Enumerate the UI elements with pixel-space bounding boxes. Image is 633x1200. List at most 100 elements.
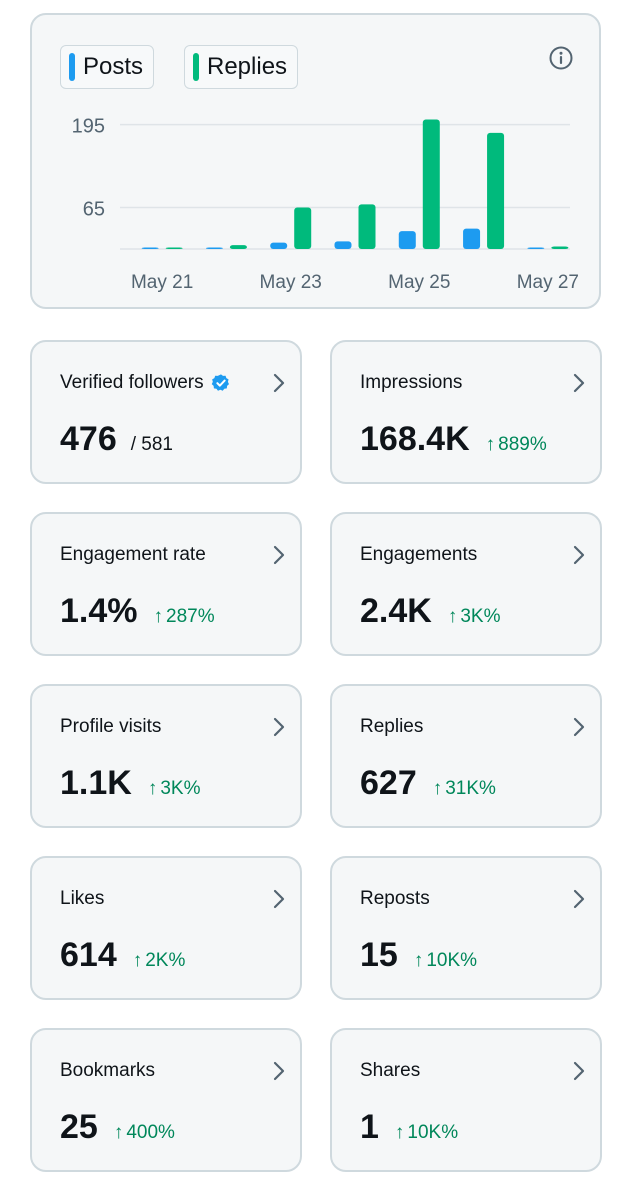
stat-card-impressions[interactable]: Impressions 168.4K ↑ 889% (330, 340, 602, 484)
stat-value-row: 614 ↑ 2K% (60, 936, 185, 975)
legend-posts[interactable]: Posts (60, 45, 155, 89)
stat-label: Reposts (360, 888, 430, 909)
stat-value-row: 1.4% ↑ 287% (60, 592, 215, 631)
legend-replies[interactable]: Replies (184, 45, 299, 89)
chevron-right-icon[interactable] (272, 888, 286, 910)
chevron-right-icon[interactable] (272, 716, 286, 738)
stat-value: 2.4K (360, 592, 432, 630)
arrow-up-icon: ↑ (413, 950, 424, 971)
legend-replies-label: Replies (207, 53, 288, 80)
stat-card-replies[interactable]: Replies 627 ↑ 31K% (330, 684, 602, 828)
replies-swatch (193, 53, 199, 81)
stat-card-bookmarks[interactable]: Bookmarks 25 ↑ 400% (30, 1028, 302, 1172)
chevron-right-icon[interactable] (272, 1060, 286, 1082)
y-tick-label: 65 (83, 199, 105, 221)
stat-value-row: 25 ↑ 400% (60, 1108, 175, 1147)
stat-value: 168.4K (360, 420, 470, 458)
chevron-right-icon[interactable] (272, 544, 286, 566)
stat-card-engagements[interactable]: Engagements 2.4K ↑ 3K% (330, 512, 602, 656)
bar-posts (463, 228, 481, 249)
stat-label: Likes (60, 888, 105, 909)
stat-label-row: Engagements (360, 544, 477, 566)
x-tick-label: May 27 (517, 272, 579, 293)
stat-change-value: 2K% (145, 950, 186, 971)
stat-card-verified-followers[interactable]: Verified followers 476 / 581 (30, 340, 302, 484)
x-tick-label: May 23 (260, 272, 322, 293)
stat-label-row: Impressions (360, 372, 462, 394)
bar-replies (165, 247, 183, 249)
stat-change-value: 10K% (426, 950, 478, 971)
verified-badge-icon (211, 374, 229, 391)
chevron-right-icon[interactable] (572, 372, 586, 394)
stat-change-value: 10K% (407, 1122, 459, 1143)
stat-value-row: 627 ↑ 31K% (360, 764, 496, 803)
stat-label-row: Profile visits (60, 716, 161, 738)
stat-label: Engagements (360, 544, 478, 565)
bar-posts (334, 241, 352, 249)
stat-value: 627 (360, 764, 417, 802)
stat-change-value: 287% (166, 606, 215, 627)
stat-value: 1.1K (60, 764, 132, 802)
bar-posts (270, 242, 288, 249)
stat-card-profile-visits[interactable]: Profile visits 1.1K ↑ 3K% (30, 684, 302, 828)
stat-label-row: Likes (60, 888, 104, 910)
arrow-up-icon: ↑ (394, 1122, 405, 1143)
stat-label: Bookmarks (60, 1060, 156, 1081)
y-tick-label: 195 (72, 116, 105, 138)
stat-label-row: Engagement rate (60, 544, 206, 566)
stat-change: ↑ 2K% (133, 950, 186, 972)
stat-label: Verified followers (60, 372, 204, 393)
chevron-right-icon[interactable] (572, 544, 586, 566)
info-icon[interactable] (548, 45, 574, 71)
stat-value: 15 (360, 936, 398, 974)
stat-label: Profile visits (60, 716, 162, 737)
chevron-right-icon[interactable] (572, 888, 586, 910)
stat-total: / 581 (130, 434, 173, 455)
legend-posts-label: Posts (83, 53, 144, 80)
x-tick-label: May 21 (131, 272, 193, 293)
stat-label-row: Shares (360, 1060, 420, 1082)
stat-change-value: 889% (498, 434, 547, 455)
arrow-up-icon: ↑ (447, 606, 458, 627)
stat-change-value: 3K% (160, 778, 201, 799)
arrow-up-icon: ↑ (113, 1122, 124, 1143)
stat-change: ↑ 3K% (448, 606, 501, 628)
stat-label-row: Reposts (360, 888, 430, 910)
stat-value: 1 (360, 1108, 379, 1146)
arrow-up-icon: ↑ (485, 434, 496, 455)
chevron-right-icon[interactable] (272, 372, 286, 394)
bar-posts (398, 231, 416, 249)
stat-value: 25 (60, 1108, 98, 1146)
stat-change: ↑ 10K% (395, 1122, 458, 1144)
stat-change: ↑ 31K% (433, 778, 496, 800)
arrow-up-icon: ↑ (153, 606, 164, 627)
arrow-up-icon: ↑ (432, 778, 443, 799)
stat-change-value: 31K% (445, 778, 496, 799)
stat-label-row: Bookmarks (60, 1060, 155, 1082)
bar-replies (229, 245, 247, 249)
x-tick-label: May 25 (388, 272, 450, 293)
bar-replies (358, 204, 376, 249)
bar-posts (205, 247, 223, 249)
stat-card-reposts[interactable]: Reposts 15 ↑ 10K% (330, 856, 602, 1000)
stat-change-value: 400% (126, 1122, 175, 1143)
stat-card-shares[interactable]: Shares 1 ↑ 10K% (330, 1028, 602, 1172)
stat-change: ↑ 3K% (148, 778, 201, 800)
stat-label: Engagement rate (60, 544, 206, 565)
stat-label-row: Verified followers (60, 372, 231, 394)
bar-replies (487, 132, 505, 249)
stat-label: Shares (360, 1060, 421, 1081)
stat-value-row: 168.4K ↑ 889% (360, 420, 547, 459)
stat-change: ↑ 889% (486, 434, 547, 456)
stat-card-engagement-rate[interactable]: Engagement rate 1.4% ↑ 287% (30, 512, 302, 656)
arrow-up-icon: ↑ (147, 778, 158, 799)
bar-posts (141, 247, 159, 249)
chart-card: 65 195 May 21 May 23 May 25 May 27 Posts Repl… (30, 13, 601, 309)
bar-posts (527, 247, 545, 249)
chevron-right-icon[interactable] (572, 1060, 586, 1082)
stat-value-row: 1.1K ↑ 3K% (60, 764, 200, 803)
stat-card-likes[interactable]: Likes 614 ↑ 2K% (30, 856, 302, 1000)
chevron-right-icon[interactable] (572, 716, 586, 738)
arrow-up-icon: ↑ (132, 950, 143, 971)
bar-replies (422, 119, 440, 249)
